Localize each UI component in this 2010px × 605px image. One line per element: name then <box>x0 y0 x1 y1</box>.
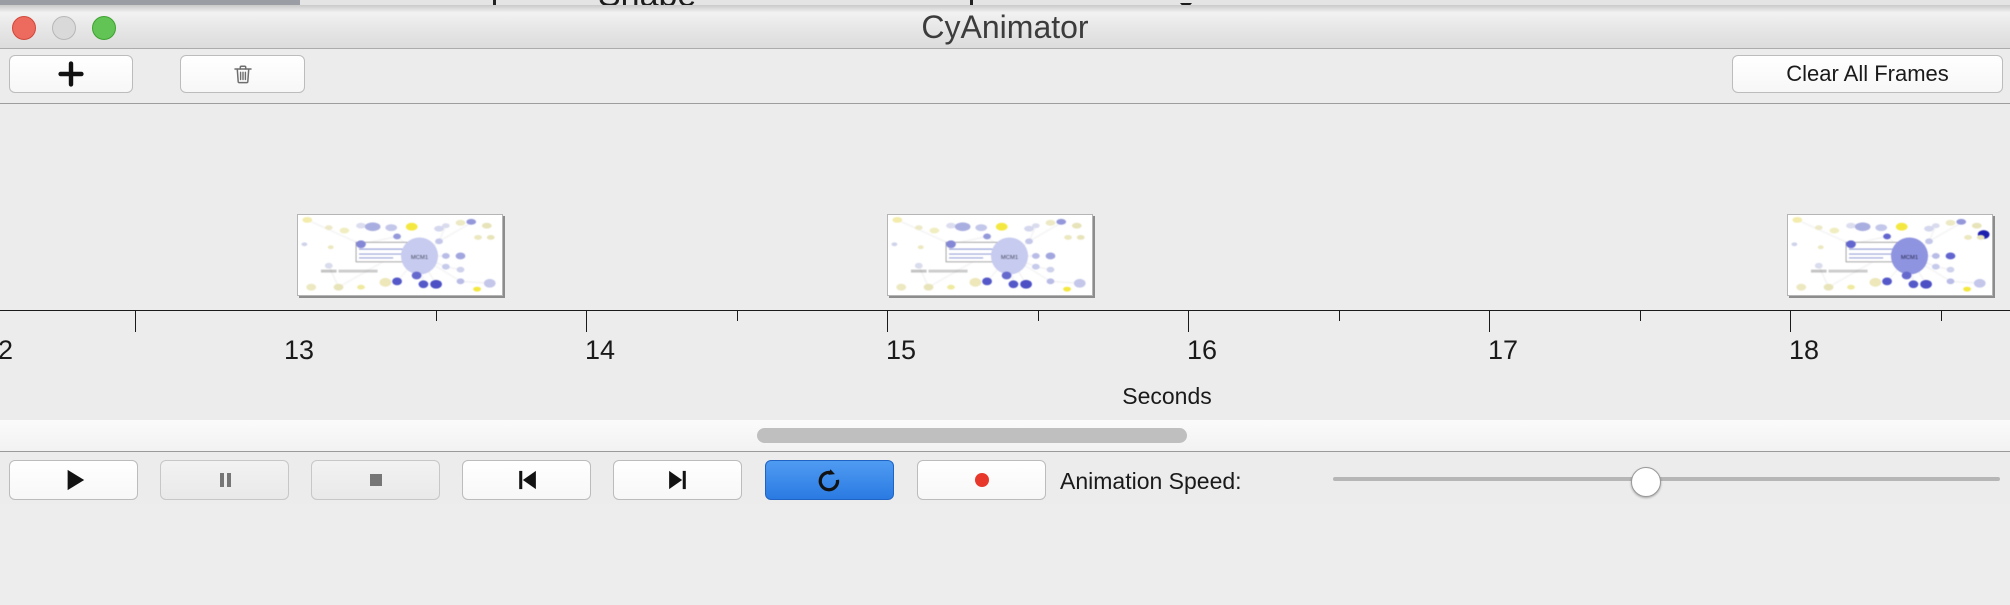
svg-text:MCM1: MCM1 <box>411 255 428 261</box>
svg-text:MCM1: MCM1 <box>1901 255 1918 261</box>
svg-text:MCM1: MCM1 <box>1001 255 1018 261</box>
